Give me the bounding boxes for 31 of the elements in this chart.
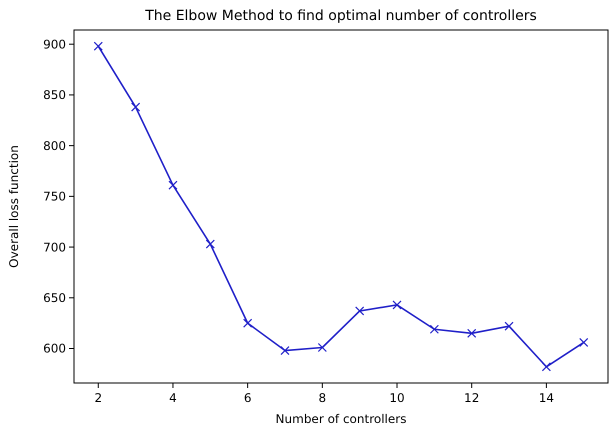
x-axis-title: Number of controllers [276, 412, 406, 426]
point [280, 346, 290, 356]
y-tick-label: 800 [43, 138, 66, 153]
x-tick-label: 6 [244, 391, 252, 405]
y-tick-label: 700 [43, 240, 66, 254]
x-tick-label: 14 [538, 391, 554, 405]
point [504, 322, 514, 331]
point [94, 42, 103, 51]
point [355, 306, 364, 316]
chart-title: The Elbow Method to find optimal number of controllers [144, 8, 537, 24]
y-tick-label: 900 [43, 37, 66, 52]
y-axis-title: Overall loss function [7, 145, 21, 268]
point [392, 300, 402, 310]
point [542, 362, 551, 372]
point [206, 239, 215, 249]
point [579, 338, 588, 348]
x-tick-label: 4 [169, 391, 177, 405]
x-tick-label: 2 [94, 391, 102, 405]
y-tick-label: 750 [43, 190, 66, 204]
x-tick-label: 12 [464, 391, 480, 405]
x-tick-label: 8 [318, 391, 326, 405]
point [131, 102, 140, 112]
point [318, 342, 327, 352]
y-tick-label: 650 [43, 290, 66, 305]
point [168, 180, 178, 190]
y-tick-label: 850 [43, 88, 66, 102]
x-tick-label: 10 [389, 391, 405, 405]
y-tick-label: 600 [43, 342, 66, 356]
point [430, 324, 439, 334]
point [467, 328, 476, 338]
point [243, 318, 252, 328]
